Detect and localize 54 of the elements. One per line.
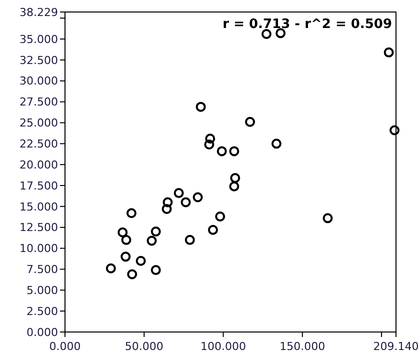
point: [174, 188, 184, 198]
y-tick-label: 15.000: [20, 200, 58, 214]
y-tick-label: 38.229: [20, 6, 58, 19]
point: [136, 256, 146, 266]
point: [184, 234, 195, 245]
point: [215, 211, 226, 222]
point: [150, 226, 161, 237]
y-tick-label: 2.500: [26, 304, 58, 318]
point: [208, 224, 218, 235]
point: [230, 172, 240, 183]
point: [229, 181, 240, 192]
point: [121, 234, 132, 245]
point: [390, 125, 400, 136]
point: [196, 102, 206, 112]
y-tick-label: 7.500: [26, 263, 58, 276]
point: [162, 197, 173, 208]
x-tick-label: 0.000: [49, 340, 81, 353]
x-tick-label: 100.000: [200, 340, 246, 353]
point: [126, 208, 136, 218]
point: [229, 146, 240, 156]
x-tick-label: 209.140: [373, 340, 419, 353]
y-tick-label: 20.000: [20, 158, 58, 172]
point: [261, 29, 272, 40]
y-tick-label: 27.500: [20, 96, 58, 109]
point: [204, 140, 214, 150]
y-tick-label: 32.500: [20, 54, 58, 67]
point: [180, 197, 191, 208]
point: [216, 146, 227, 156]
x-tick-label: 50.000: [124, 340, 164, 353]
y-tick-label: 17.500: [20, 179, 58, 192]
point: [146, 236, 157, 246]
point: [205, 134, 216, 144]
point: [245, 116, 256, 127]
point: [118, 227, 128, 238]
point: [271, 138, 282, 149]
point: [276, 28, 286, 38]
y-tick-label: 10.000: [20, 242, 58, 256]
y-tick-label: 0.000: [26, 326, 58, 339]
point: [106, 263, 116, 274]
point: [150, 265, 161, 276]
point: [162, 204, 172, 214]
y-tick-label: 22.500: [20, 138, 58, 151]
annotation: r = 0.713 - r^2 = 0.509: [222, 17, 392, 32]
x-tick-label: 150.000: [280, 340, 326, 353]
point: [384, 47, 394, 58]
y-tick-label: 30.000: [20, 74, 58, 88]
point: [192, 192, 203, 202]
y-tick-label: 25.000: [20, 116, 58, 130]
y-tick-label: 12.500: [20, 221, 58, 234]
point: [127, 269, 138, 280]
y-tick-label: 35.000: [20, 32, 58, 46]
point: [120, 252, 131, 262]
point: [322, 213, 333, 224]
y-tick-label: 5.000: [26, 284, 58, 297]
